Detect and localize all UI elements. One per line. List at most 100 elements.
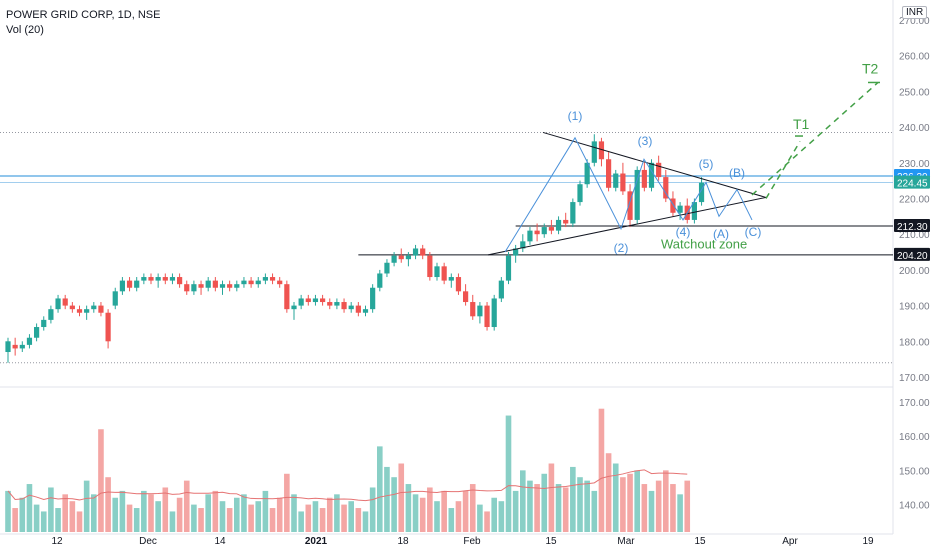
price-tick-label: 250.00 (899, 87, 930, 98)
volume-bar (255, 501, 262, 532)
volume-bar (162, 487, 169, 532)
candle-body (198, 284, 204, 288)
candle-body (212, 280, 218, 288)
volume-bar (26, 484, 33, 532)
candle-body (69, 305, 75, 310)
candle-body (105, 312, 111, 342)
candle-body (598, 141, 605, 160)
candle-body (470, 302, 476, 317)
candle-body (205, 280, 211, 288)
volume-bar (226, 508, 233, 532)
volume-bar (455, 501, 462, 532)
candle-body (548, 227, 554, 231)
volume-bar (491, 497, 497, 532)
volume-bar (555, 484, 562, 532)
volume-bar (305, 504, 312, 532)
candle-body (691, 202, 697, 220)
volume-bar (334, 494, 340, 532)
candle-body (663, 177, 669, 199)
candle-body (112, 291, 118, 306)
volume-bar (91, 494, 97, 532)
volume-bar (148, 494, 154, 532)
candle-body (298, 298, 304, 306)
wave-label: (5) (699, 157, 714, 171)
wave-label: (4) (676, 225, 691, 239)
volume-bar (234, 497, 240, 532)
candle-body (591, 141, 597, 163)
volume-bar (133, 508, 140, 532)
candle-body (277, 280, 283, 285)
volume-bar (598, 408, 605, 532)
volume-bar (269, 508, 276, 532)
price-label-box (894, 175, 930, 189)
target-label: T2 (862, 61, 879, 77)
time-tick-label: 2021 (305, 536, 328, 547)
volume-bar (362, 511, 369, 532)
candle-body (341, 302, 347, 310)
candle-body (5, 341, 11, 353)
candle-body (327, 302, 333, 306)
currency-badge[interactable]: INR (902, 6, 928, 19)
volume-bar (648, 490, 655, 532)
pattern-drawings (487, 81, 880, 256)
volume-tick-label: 140.00 (899, 501, 930, 512)
candle-body (648, 162, 655, 188)
volume-bar (469, 484, 476, 532)
candle-body (420, 248, 426, 256)
volume-bar (562, 487, 569, 532)
candle-body (219, 284, 226, 288)
time-tick-label: 15 (694, 536, 706, 547)
candle-body (606, 159, 612, 188)
volume-bar (534, 484, 540, 532)
candle-body (291, 305, 297, 310)
candle-body (520, 241, 526, 249)
volume-bar (19, 497, 26, 532)
candle-body (248, 280, 254, 285)
volume-bar (219, 501, 226, 532)
volume-bar (584, 480, 590, 532)
watchout-zone-label: Watchout zone (661, 236, 747, 251)
time-tick-label: 18 (397, 536, 409, 547)
volume-bar (527, 480, 533, 532)
triangle-lower-line (487, 196, 767, 256)
time-tick-label: 12 (51, 536, 63, 547)
wave-label: (C) (745, 225, 762, 239)
candle-body (555, 219, 562, 231)
volume-bar (441, 490, 447, 532)
volume-bar (176, 497, 183, 532)
volume-bar (183, 480, 190, 532)
volume-bar (112, 497, 119, 532)
volume-bar (663, 470, 669, 532)
price-axis: 270.00 260.00 250.00 240.00 230.00 220.00 210.… (894, 16, 930, 512)
volume-bar (670, 484, 676, 532)
time-tick-label: 14 (214, 536, 226, 547)
candle-body (613, 173, 619, 188)
volume-bar (62, 494, 68, 532)
candle-body (641, 169, 647, 188)
candle-body (577, 184, 583, 203)
triangle-upper-line (542, 131, 767, 198)
candle-body (534, 230, 540, 235)
volume-bar (98, 429, 104, 532)
volume-bar (484, 511, 490, 532)
candle-body (41, 319, 47, 328)
candle-body (377, 273, 383, 288)
volume-bar (241, 494, 247, 532)
time-tick-label: 15 (545, 536, 557, 547)
price-tick-label: 210.00 (899, 230, 930, 241)
volume-bar (212, 490, 219, 532)
candle-body (513, 248, 519, 256)
volume-bar (169, 511, 176, 532)
volume-tick-label: 150.00 (899, 466, 930, 477)
candle-body (191, 284, 197, 292)
volume-bar (634, 470, 640, 532)
candle-body (563, 219, 569, 224)
volume-bar (548, 463, 555, 532)
volume-bar (341, 504, 347, 532)
annotations: (1) (2) (3) (4) (5) (A) (B) (C) T1 T2 Watchout zon… (568, 61, 879, 256)
price-tick-label: 170.00 (899, 373, 930, 384)
volume-bar (155, 501, 161, 532)
volume-bar (434, 501, 440, 532)
symbol-title: POWER GRID CORP, 1D, NSE (6, 9, 161, 21)
